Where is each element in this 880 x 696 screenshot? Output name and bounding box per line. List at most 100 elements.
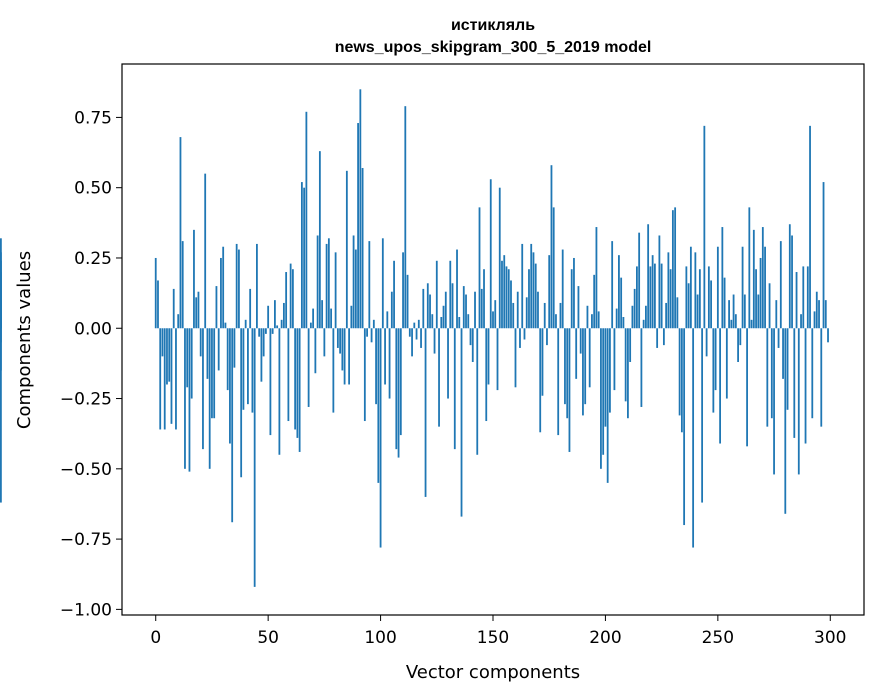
bar-component-49 <box>265 328 267 334</box>
bar-component-164 <box>523 328 526 340</box>
bar-component-221 <box>651 255 654 329</box>
y-axis-label: Components values <box>14 251 35 429</box>
bar-component-194 <box>591 314 593 329</box>
bar-component-289 <box>804 328 807 444</box>
bar-component-129 <box>444 291 447 329</box>
bar-component-264 <box>748 207 751 329</box>
bar-component-30 <box>222 246 225 329</box>
bar-component-112 <box>406 274 409 329</box>
bar-component-96 <box>370 328 373 343</box>
bar-component-51 <box>269 328 272 436</box>
bar-component-290 <box>806 266 809 329</box>
bar-component-113 <box>408 328 411 337</box>
bar-component-217 <box>642 319 645 329</box>
bar-component-43 <box>251 328 254 413</box>
bar-component-9 <box>175 328 177 430</box>
bar-component-148 <box>487 328 490 385</box>
bar-component-97 <box>372 319 375 329</box>
bar-component-108 <box>397 328 400 458</box>
bar-component-3 <box>161 328 164 357</box>
bar-component-177 <box>552 207 555 329</box>
bar-component-266 <box>752 229 755 329</box>
bar-component-130 <box>447 328 449 399</box>
x-axis-ticks: 0 50 100 150 200 250 300 <box>150 615 846 648</box>
bar-component-132 <box>451 283 454 329</box>
bar-component-110 <box>402 252 404 329</box>
bar-component-36 <box>235 243 238 329</box>
bar-component-183 <box>566 328 569 419</box>
bar-component-154 <box>501 260 503 329</box>
bar-component-162 <box>519 328 521 348</box>
bar-component-207 <box>620 277 623 329</box>
bar-component-185 <box>570 269 573 329</box>
bar-component-58 <box>285 272 288 329</box>
bar-component-8 <box>172 288 175 329</box>
bar-component-87 <box>350 305 353 329</box>
bar-component-46 <box>258 328 261 337</box>
bar-component-295 <box>818 300 820 329</box>
bar-component-42 <box>249 288 252 329</box>
bar-component-68 <box>307 328 310 407</box>
bar-component-255 <box>728 300 730 329</box>
bar-component-2 <box>159 328 162 430</box>
bar-component-99 <box>377 328 380 483</box>
bars-group <box>0 89 829 587</box>
bar-component-141 <box>471 328 474 362</box>
bar-component-74 <box>321 300 324 329</box>
bar-component-25 <box>211 328 213 419</box>
bar-component-124 <box>433 328 436 354</box>
chart-title-line2: news_upos_skipgram_300_5_2019 model <box>335 39 652 56</box>
bar-component-272 <box>766 328 769 427</box>
bar-component-256 <box>730 319 733 329</box>
bar-component-247 <box>710 280 712 329</box>
bar-component-41 <box>247 328 249 405</box>
bar-component-26 <box>213 328 216 419</box>
bar-component-180 <box>559 302 562 329</box>
bar-component-89 <box>354 249 357 329</box>
bar-component-165 <box>525 297 528 329</box>
bar-component-273 <box>768 283 771 329</box>
bar-component-128 <box>442 305 445 329</box>
bar-component-275 <box>773 328 775 475</box>
bar-component-149 <box>489 179 492 329</box>
bar-component-260 <box>739 328 742 346</box>
bar-component-243 <box>701 328 704 503</box>
bar-component-176 <box>550 165 553 329</box>
bar-component-137 <box>462 286 465 329</box>
bar-component-11 <box>179 137 182 329</box>
bar-component-179 <box>557 328 560 436</box>
bar-component-196 <box>595 227 598 329</box>
bar-component-94 <box>366 328 368 337</box>
bar-component-40 <box>244 319 247 329</box>
bar-component-276 <box>775 300 778 329</box>
bar-component-274 <box>770 328 773 419</box>
bar-component-168 <box>532 252 535 329</box>
bar-component-127 <box>440 317 443 329</box>
bar-component-73 <box>318 151 321 329</box>
bar-component-16 <box>190 328 193 399</box>
bar-component-55 <box>278 328 281 455</box>
bar-component-262 <box>743 294 746 329</box>
bar-component-211 <box>629 328 632 362</box>
bar-component-178 <box>555 314 557 329</box>
bar-component-281 <box>786 328 789 410</box>
bar-component-236 <box>685 266 688 329</box>
bar-component-167 <box>530 243 533 329</box>
bar-component-59 <box>287 328 290 422</box>
bar-component-238 <box>689 246 692 329</box>
bar-component-19 <box>197 291 200 329</box>
bar-component-166 <box>528 269 530 329</box>
bar-component-181 <box>561 249 564 329</box>
bar-component-undefined <box>0 328 2 503</box>
bar-component-269 <box>759 257 762 329</box>
bar-component-203 <box>611 241 614 329</box>
bar-component-136 <box>460 328 463 517</box>
bar-component-294 <box>815 291 818 329</box>
bar-component-123 <box>431 314 434 329</box>
y-tick-label: 0.25 <box>74 249 112 269</box>
bar-component-145 <box>480 288 483 329</box>
bar-component-158 <box>510 280 512 329</box>
bar-component-86 <box>348 328 350 385</box>
bar-component-21 <box>202 328 204 450</box>
